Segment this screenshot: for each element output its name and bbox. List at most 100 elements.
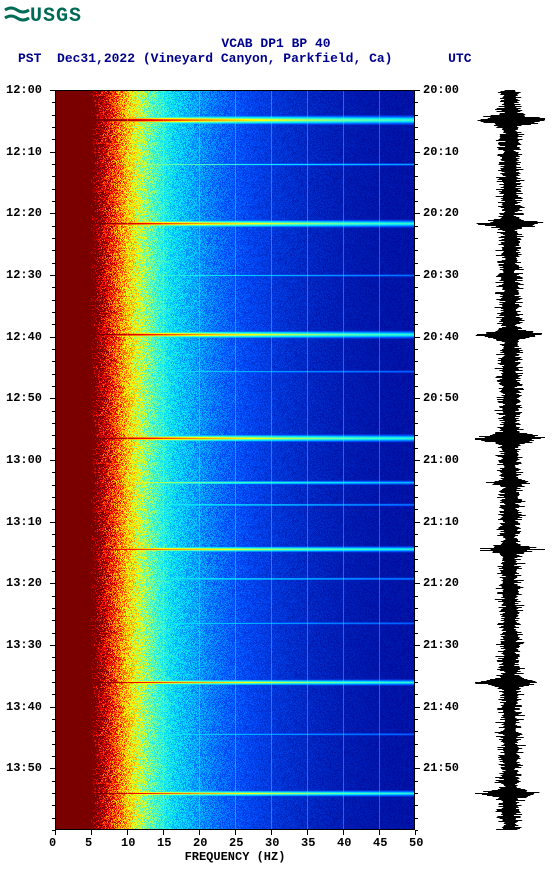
tick xyxy=(415,472,418,473)
axis-label: 20:40 xyxy=(423,330,459,344)
tick xyxy=(415,559,418,560)
tick xyxy=(343,830,344,835)
tick xyxy=(415,300,418,301)
tick xyxy=(415,423,418,424)
tick xyxy=(52,485,55,486)
tick xyxy=(415,818,418,819)
tick xyxy=(235,830,236,835)
axis-label: 20:00 xyxy=(423,83,459,97)
tick xyxy=(52,250,55,251)
tick xyxy=(52,176,55,177)
tick xyxy=(415,719,418,720)
tick xyxy=(415,263,418,264)
tick xyxy=(52,139,55,140)
axis-label: 12:10 xyxy=(6,145,42,159)
tick xyxy=(52,522,55,523)
axis-label: 0 xyxy=(49,836,56,850)
axis-label: 35 xyxy=(301,836,315,850)
tick xyxy=(52,374,55,375)
tick xyxy=(415,337,418,338)
axis-label: 20:50 xyxy=(423,391,459,405)
tick xyxy=(52,152,55,153)
tick xyxy=(415,275,418,276)
axis-label: 40 xyxy=(337,836,351,850)
axis-label: 30 xyxy=(265,836,279,850)
tick xyxy=(52,497,55,498)
tick xyxy=(52,386,55,387)
axis-label: 25 xyxy=(229,836,243,850)
tick xyxy=(415,435,418,436)
tick xyxy=(415,189,418,190)
axis-label: 15 xyxy=(157,836,171,850)
x-axis-title: FREQUENCY (HZ) xyxy=(55,850,415,864)
location: (Vineyard Canyon, Parkfield, Ca) xyxy=(143,51,393,66)
tick xyxy=(415,164,418,165)
axis-label: 20:10 xyxy=(423,145,459,159)
station-title: VCAB DP1 BP 40 xyxy=(0,36,552,51)
tick xyxy=(52,201,55,202)
tick xyxy=(52,645,55,646)
tick xyxy=(52,694,55,695)
tick xyxy=(415,127,418,128)
tick xyxy=(52,263,55,264)
tick xyxy=(415,768,418,769)
axis-label: 50 xyxy=(409,836,423,850)
tick xyxy=(52,300,55,301)
tick xyxy=(415,509,418,510)
axis-label: 12:20 xyxy=(6,206,42,220)
axis-label: 12:40 xyxy=(6,330,42,344)
tick xyxy=(91,830,92,835)
tick xyxy=(415,546,418,547)
tick xyxy=(52,805,55,806)
tick xyxy=(52,287,55,288)
waveform-plot xyxy=(475,90,545,830)
axis-label: 21:40 xyxy=(423,700,459,714)
tick xyxy=(415,485,418,486)
tick xyxy=(52,719,55,720)
tick xyxy=(415,460,418,461)
tick xyxy=(52,534,55,535)
date: Dec31,2022 xyxy=(57,51,135,66)
tick xyxy=(415,90,418,91)
tick xyxy=(415,102,418,103)
tick xyxy=(52,670,55,671)
tick xyxy=(415,398,418,399)
tick xyxy=(52,744,55,745)
tick xyxy=(415,250,418,251)
tick xyxy=(415,731,418,732)
tick xyxy=(415,361,418,362)
tick xyxy=(52,115,55,116)
axis-label: 13:20 xyxy=(6,576,42,590)
tick xyxy=(52,361,55,362)
tick xyxy=(52,781,55,782)
tick xyxy=(52,818,55,819)
tick xyxy=(415,287,418,288)
tick xyxy=(415,312,418,313)
tick xyxy=(52,127,55,128)
tick xyxy=(271,830,272,835)
tick xyxy=(415,534,418,535)
axis-label: 12:30 xyxy=(6,268,42,282)
tick xyxy=(52,189,55,190)
tick xyxy=(52,633,55,634)
tick xyxy=(379,830,380,835)
tick xyxy=(199,830,200,835)
tick xyxy=(52,312,55,313)
axis-label: 20:30 xyxy=(423,268,459,282)
tick xyxy=(52,583,55,584)
tick xyxy=(415,608,418,609)
tick xyxy=(52,238,55,239)
tick xyxy=(415,657,418,658)
tz-left: PST xyxy=(18,51,41,66)
spectrogram-heatmap xyxy=(55,90,415,830)
tick xyxy=(415,374,418,375)
tick xyxy=(415,213,418,214)
axis-label: 13:40 xyxy=(6,700,42,714)
tick xyxy=(415,238,418,239)
tick xyxy=(415,744,418,745)
axis-label: 21:00 xyxy=(423,453,459,467)
tick xyxy=(52,509,55,510)
tick xyxy=(52,460,55,461)
tick xyxy=(415,633,418,634)
axis-label: 13:10 xyxy=(6,515,42,529)
